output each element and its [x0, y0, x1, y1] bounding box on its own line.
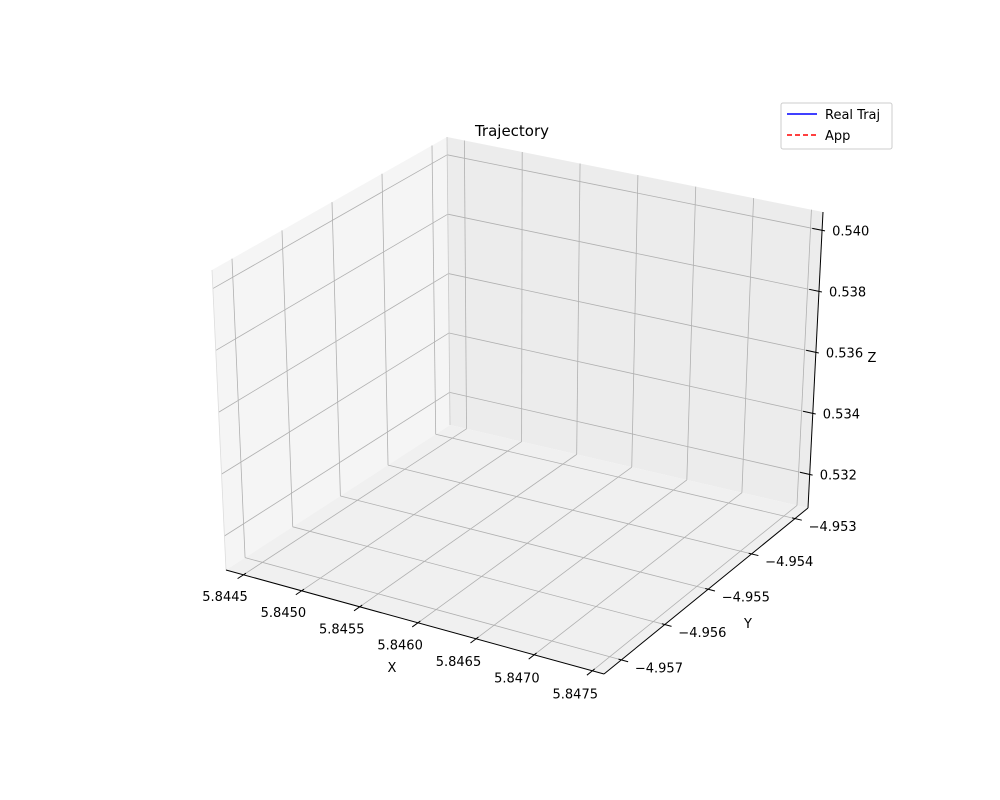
grid-line-y-floor [387, 464, 752, 555]
x-tick-mark [470, 636, 479, 644]
x-axis-label: X [388, 661, 397, 676]
legend: Real Traj App [780, 102, 893, 150]
x-tick-label: 5.8450 [261, 606, 307, 621]
grid-line-x-wall [741, 198, 754, 493]
grid-line-z-back [448, 332, 813, 414]
y-tick-mark [748, 552, 759, 557]
y-tick-mark [618, 658, 629, 663]
z-tick-label: 0.532 [820, 468, 857, 483]
x-tick-label: 5.8445 [202, 590, 248, 605]
legend-label-app: App [825, 129, 850, 144]
x-axis-line [225, 569, 605, 675]
grid-line-x-floor [475, 479, 688, 640]
x-tick-mark [586, 668, 596, 676]
y-tick-label: −4.953 [809, 520, 857, 535]
x-tick-label: 5.8475 [553, 688, 599, 703]
grid-line-y-wall [281, 230, 294, 527]
grid-line-z-back [447, 213, 820, 292]
legend-label-real-traj: Real Traj [825, 108, 880, 123]
grid-line-y-floor [244, 557, 622, 661]
chart-title: Trajectory [474, 122, 549, 140]
back-pane-x [212, 137, 450, 570]
x-tick-label: 5.8470 [494, 671, 540, 686]
grid-line-x-floor [301, 441, 522, 592]
z-tick-mark [809, 288, 823, 293]
x-tick-mark [353, 604, 363, 612]
z-tick-mark [806, 349, 819, 354]
x-tick-mark [528, 652, 537, 660]
grid-line-z-left [224, 392, 450, 537]
grid-line-y-floor [435, 433, 796, 519]
z-tick-label: 0.540 [832, 224, 869, 239]
grid-line-x-wall [631, 175, 639, 468]
grid-line-y-wall [381, 173, 389, 466]
y-axis-line [603, 507, 809, 675]
grid-line-y-floor [340, 495, 709, 590]
y-tick-label: −4.957 [635, 662, 683, 677]
y-axis: −4.957 −4.956 −4.955 −4.954 −4.953 [603, 507, 857, 677]
grid-line-z-back [447, 154, 823, 231]
grid-line-y-floor [292, 526, 665, 625]
grid-line-x-floor [243, 428, 467, 576]
y-tick-label: −4.955 [722, 591, 770, 606]
x-axis: 5.8445 5.8450 5.8455 5.8460 5.8465 5.8470 5.84… [202, 569, 605, 703]
z-axis-line [807, 211, 824, 509]
z-axis: 0.532 0.534 0.536 0.538 0.540 [799, 211, 869, 509]
y-tick-label: −4.956 [678, 626, 726, 641]
grid-line-x-floor [592, 505, 798, 672]
grid-line-x-wall [521, 151, 523, 442]
grid-line-z-left [221, 332, 450, 475]
z-tick-label: 0.534 [823, 407, 860, 422]
grid-line-z-back [448, 273, 816, 353]
y-tick-mark [791, 517, 802, 521]
grid-line-x-wall [796, 209, 812, 506]
grid-line-z-back [449, 391, 810, 475]
z-tick-label: 0.538 [829, 285, 866, 300]
y-tick-mark [705, 588, 716, 592]
grid-line-x-wall [576, 163, 581, 455]
grid-line-x-wall [463, 140, 467, 429]
x-tick-label: 5.8460 [377, 639, 423, 654]
grid-line-z-left [212, 154, 448, 289]
grid-line-x-floor [417, 466, 632, 624]
z-tick-mark [812, 227, 826, 232]
grid-line-x-floor [359, 454, 577, 608]
x-tick-mark [237, 572, 247, 580]
y-axis-label: Y [743, 617, 752, 632]
x-tick-label: 5.8455 [319, 622, 365, 637]
grid-line-x-floor [533, 492, 743, 656]
grid-line-y-wall [431, 145, 437, 435]
grid-line-x-wall [686, 186, 697, 480]
y-tick-mark [661, 623, 672, 627]
grid-lines [212, 140, 823, 672]
pane-edge-back-vertical [446, 136, 451, 426]
pane-edge-left-vertical [211, 269, 227, 571]
grid-line-z-left [215, 213, 449, 351]
y-tick-label: −4.954 [765, 555, 813, 570]
x-tick-mark [295, 588, 305, 596]
pane-edges [211, 136, 451, 571]
z-axis-label: Z [868, 351, 877, 366]
x-tick-mark [411, 620, 421, 628]
z-tick-mark [799, 471, 813, 476]
grid-line-y-wall [331, 202, 341, 496]
grid-line-z-left [218, 273, 449, 413]
z-tick-mark [802, 410, 816, 415]
x-tick-label: 5.8465 [436, 655, 482, 670]
z-tick-label: 0.536 [826, 346, 863, 361]
grid-line-y-wall [231, 258, 246, 558]
